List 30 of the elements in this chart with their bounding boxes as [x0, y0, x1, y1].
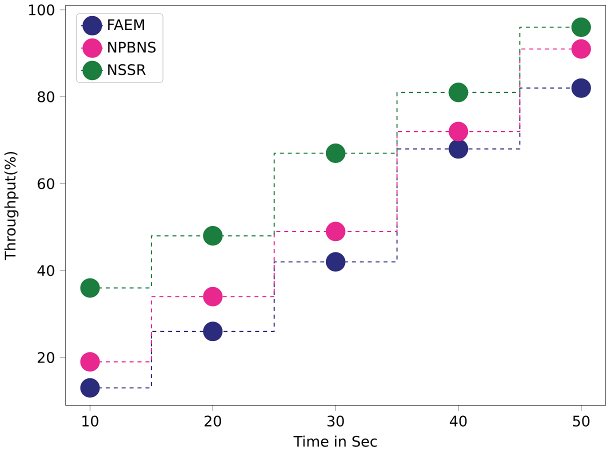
legend-label: NPBNS [108, 42, 156, 53]
point [326, 252, 346, 272]
point [571, 17, 591, 37]
point [203, 322, 223, 342]
legend-label: FAEM [108, 19, 144, 30]
point [448, 82, 468, 102]
point [448, 122, 468, 142]
x-axis-title: Time in Sec [294, 435, 377, 447]
y-tick-label: 100 [29, 4, 54, 16]
point [571, 78, 591, 98]
point [571, 39, 591, 59]
point [326, 143, 346, 163]
y-tick-label: 60 [38, 178, 54, 190]
point [203, 286, 223, 306]
y-axis-title: Throughput(%) [4, 152, 18, 260]
point [80, 278, 100, 298]
point [203, 226, 223, 246]
y-tick-label: 40 [37, 264, 54, 276]
point [448, 139, 468, 159]
point [80, 352, 100, 372]
x-tick-label: 20 [204, 415, 222, 426]
y-tick-label: 80 [38, 91, 54, 102]
x-tick-label: 40 [450, 415, 467, 426]
legend-label: NSSR [108, 64, 146, 76]
y-tick-label: 20 [38, 352, 54, 363]
point [326, 222, 346, 242]
x-tick-label: 10 [82, 415, 98, 426]
x-tick-label: 50 [573, 415, 590, 426]
x-tick-label: 30 [327, 415, 344, 426]
point [80, 378, 100, 398]
